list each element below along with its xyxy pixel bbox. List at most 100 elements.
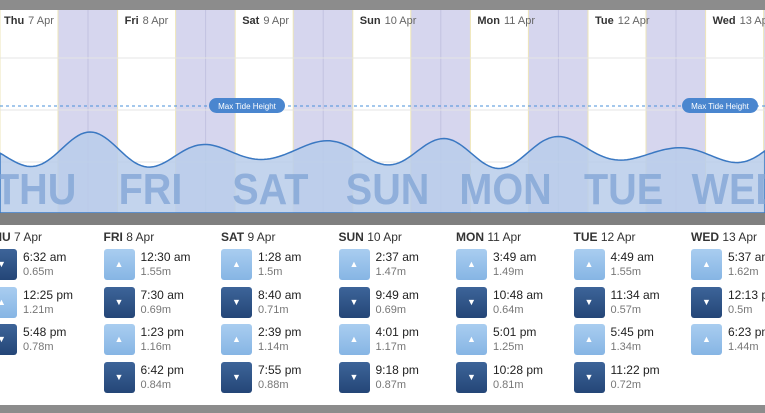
day-header-date: 10 Apr [367, 230, 402, 244]
tide-height: 0.64m [493, 303, 524, 316]
top-day-label: Sat 9 Apr [242, 15, 289, 27]
high-tide-icon: ▲ [573, 249, 605, 280]
tide-time: 12:13 pm [728, 287, 765, 302]
day-header-date: 8 Apr [126, 230, 155, 244]
tide-wave [0, 131, 765, 214]
bottom-bar [0, 405, 765, 413]
day-header-name: MON [456, 230, 484, 244]
tide-time: 6:32 am [23, 250, 67, 264]
tide-height: 1.25m [493, 341, 524, 353]
tide-time: 7:30 am [140, 287, 184, 302]
top-day-name: Sat [242, 15, 259, 27]
low-tide-icon: ▼ [456, 361, 487, 393]
top-day-name: Wed [713, 15, 736, 27]
day-header-name: SAT [221, 230, 245, 244]
tide-height: 0.84m [140, 378, 172, 391]
tide-time: 4:01 pm [375, 325, 419, 339]
low-tide-icon: ▼ [103, 286, 135, 318]
tide-height: 0.78m [23, 341, 54, 353]
separator-bar [0, 213, 765, 225]
day-header-date: 9 Apr [247, 230, 276, 244]
tide-time: 12:25 pm [23, 287, 74, 302]
day-header: THU 7 Apr [0, 230, 42, 244]
tide-time: 9:18 pm [375, 362, 419, 377]
max-tide-label: Max Tide Height [691, 102, 750, 111]
low-tide-icon: ▼ [456, 286, 487, 318]
top-day-date: 10 Apr [385, 15, 417, 27]
high-tide-icon: ▲ [456, 249, 487, 280]
day-header-date: 13 Apr [722, 230, 758, 244]
day-header-name: FRI [103, 230, 123, 244]
top-day-name: Tue [595, 15, 614, 27]
big-day-name: TUE [584, 164, 663, 213]
top-day-label: Sun 10 Apr [360, 15, 417, 27]
high-tide-icon: ▲ [103, 324, 135, 355]
day-header: TUE 12 Apr [574, 230, 636, 244]
day-header: FRI 8 Apr [104, 230, 155, 244]
tide-time: 12:30 am [140, 250, 191, 264]
big-day-name: SUN [346, 164, 430, 213]
top-day-label: Wed 13 Apr [713, 15, 765, 27]
big-day-name: THU [0, 164, 76, 213]
tide-height: 1.55m [610, 266, 642, 278]
top-day-name: Mon [477, 15, 500, 27]
tide-height: 0.65m [23, 266, 54, 278]
day-header: WED 13 Apr [691, 230, 757, 244]
high-tide-icon: ▲ [221, 249, 252, 280]
top-day-date: 7 Apr [28, 15, 54, 27]
tide-height: 0.71m [258, 303, 289, 316]
low-tide-icon: ▼ [338, 286, 370, 318]
tide-height: 1.62m [728, 266, 759, 278]
tide-time: 5:45 pm [610, 325, 654, 339]
high-tide-icon: ▲ [103, 249, 135, 280]
tide-height: 0.87m [375, 378, 407, 391]
big-day-name: SAT [232, 164, 309, 213]
tide-height: 0.57m [610, 303, 642, 316]
tide-time: 3:49 am [493, 250, 537, 264]
low-tide-icon: ▼ [573, 361, 605, 393]
top-day-date: 8 Apr [143, 15, 169, 27]
low-tide-icon: ▼ [338, 361, 370, 393]
top-day-date: 9 Apr [263, 15, 289, 27]
max-tide-pill [209, 98, 285, 113]
day-header-date: 12 Apr [600, 230, 636, 244]
tide-height: 0.88m [258, 378, 289, 391]
big-day-name: MON [459, 164, 551, 213]
tide-height: 1.55m [140, 266, 172, 278]
tide-height: 1.14m [258, 341, 289, 353]
tide-time: 6:23 pm [728, 325, 765, 339]
tide-time: 9:49 am [375, 287, 419, 302]
big-day-name: FRI [119, 164, 183, 213]
tide-height: 0.72m [610, 378, 642, 391]
tide-height: 0.69m [375, 303, 407, 316]
top-day-label: Fri 8 Apr [125, 15, 169, 27]
tide-time: 5:37 am [728, 250, 765, 264]
tide-time: 5:48 pm [23, 325, 67, 339]
tide-time: 10:28 pm [493, 362, 544, 377]
top-day-name: Fri [125, 15, 139, 27]
tide-time: 4:49 am [610, 250, 654, 264]
tide-time: 8:40 am [258, 287, 302, 302]
low-tide-icon: ▼ [0, 249, 17, 280]
tide-height: 0.5m [728, 303, 753, 316]
day-header: SUN 10 Apr [339, 230, 402, 244]
tide-height: 1.16m [140, 341, 172, 353]
tide-time: 11:22 pm [610, 362, 660, 377]
top-day-date: 12 Apr [618, 15, 650, 27]
max-tide-label: Max Tide Height [218, 102, 277, 111]
tide-time: 11:34 am [610, 287, 660, 302]
low-tide-icon: ▼ [221, 286, 252, 318]
tide-height: 0.81m [493, 378, 524, 391]
tide-list: THU 7 Apr ▼ 6:32 am 0.65m ▲ 12:25 pm1.21m ▼ 5:4… [0, 225, 765, 405]
tide-height: 1.17m [375, 341, 407, 353]
low-tide-icon: ▼ [573, 286, 605, 318]
day-header-name: SUN [338, 230, 364, 244]
low-tide-icon: ▼ [691, 286, 722, 318]
tide-height: 1.49m [493, 266, 524, 278]
top-day-name: Thu [4, 15, 24, 27]
top-day-label: Thu 7 Apr [4, 15, 54, 27]
tide-time: 2:37 am [375, 250, 419, 264]
tide-time: 1:23 pm [140, 325, 184, 339]
tide-height: 1.5m [258, 266, 283, 278]
